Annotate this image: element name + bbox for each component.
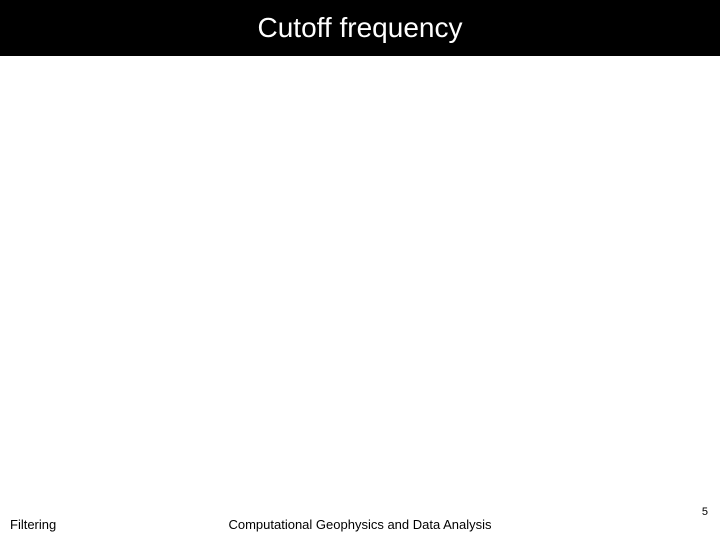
- page-number: 5: [702, 506, 708, 518]
- footer-section-label: Filtering: [10, 517, 56, 532]
- footer-course-label: Computational Geophysics and Data Analys…: [228, 517, 491, 532]
- slide-title: Cutoff frequency: [258, 12, 463, 43]
- slide-title-bar: Cutoff frequency: [0, 0, 720, 56]
